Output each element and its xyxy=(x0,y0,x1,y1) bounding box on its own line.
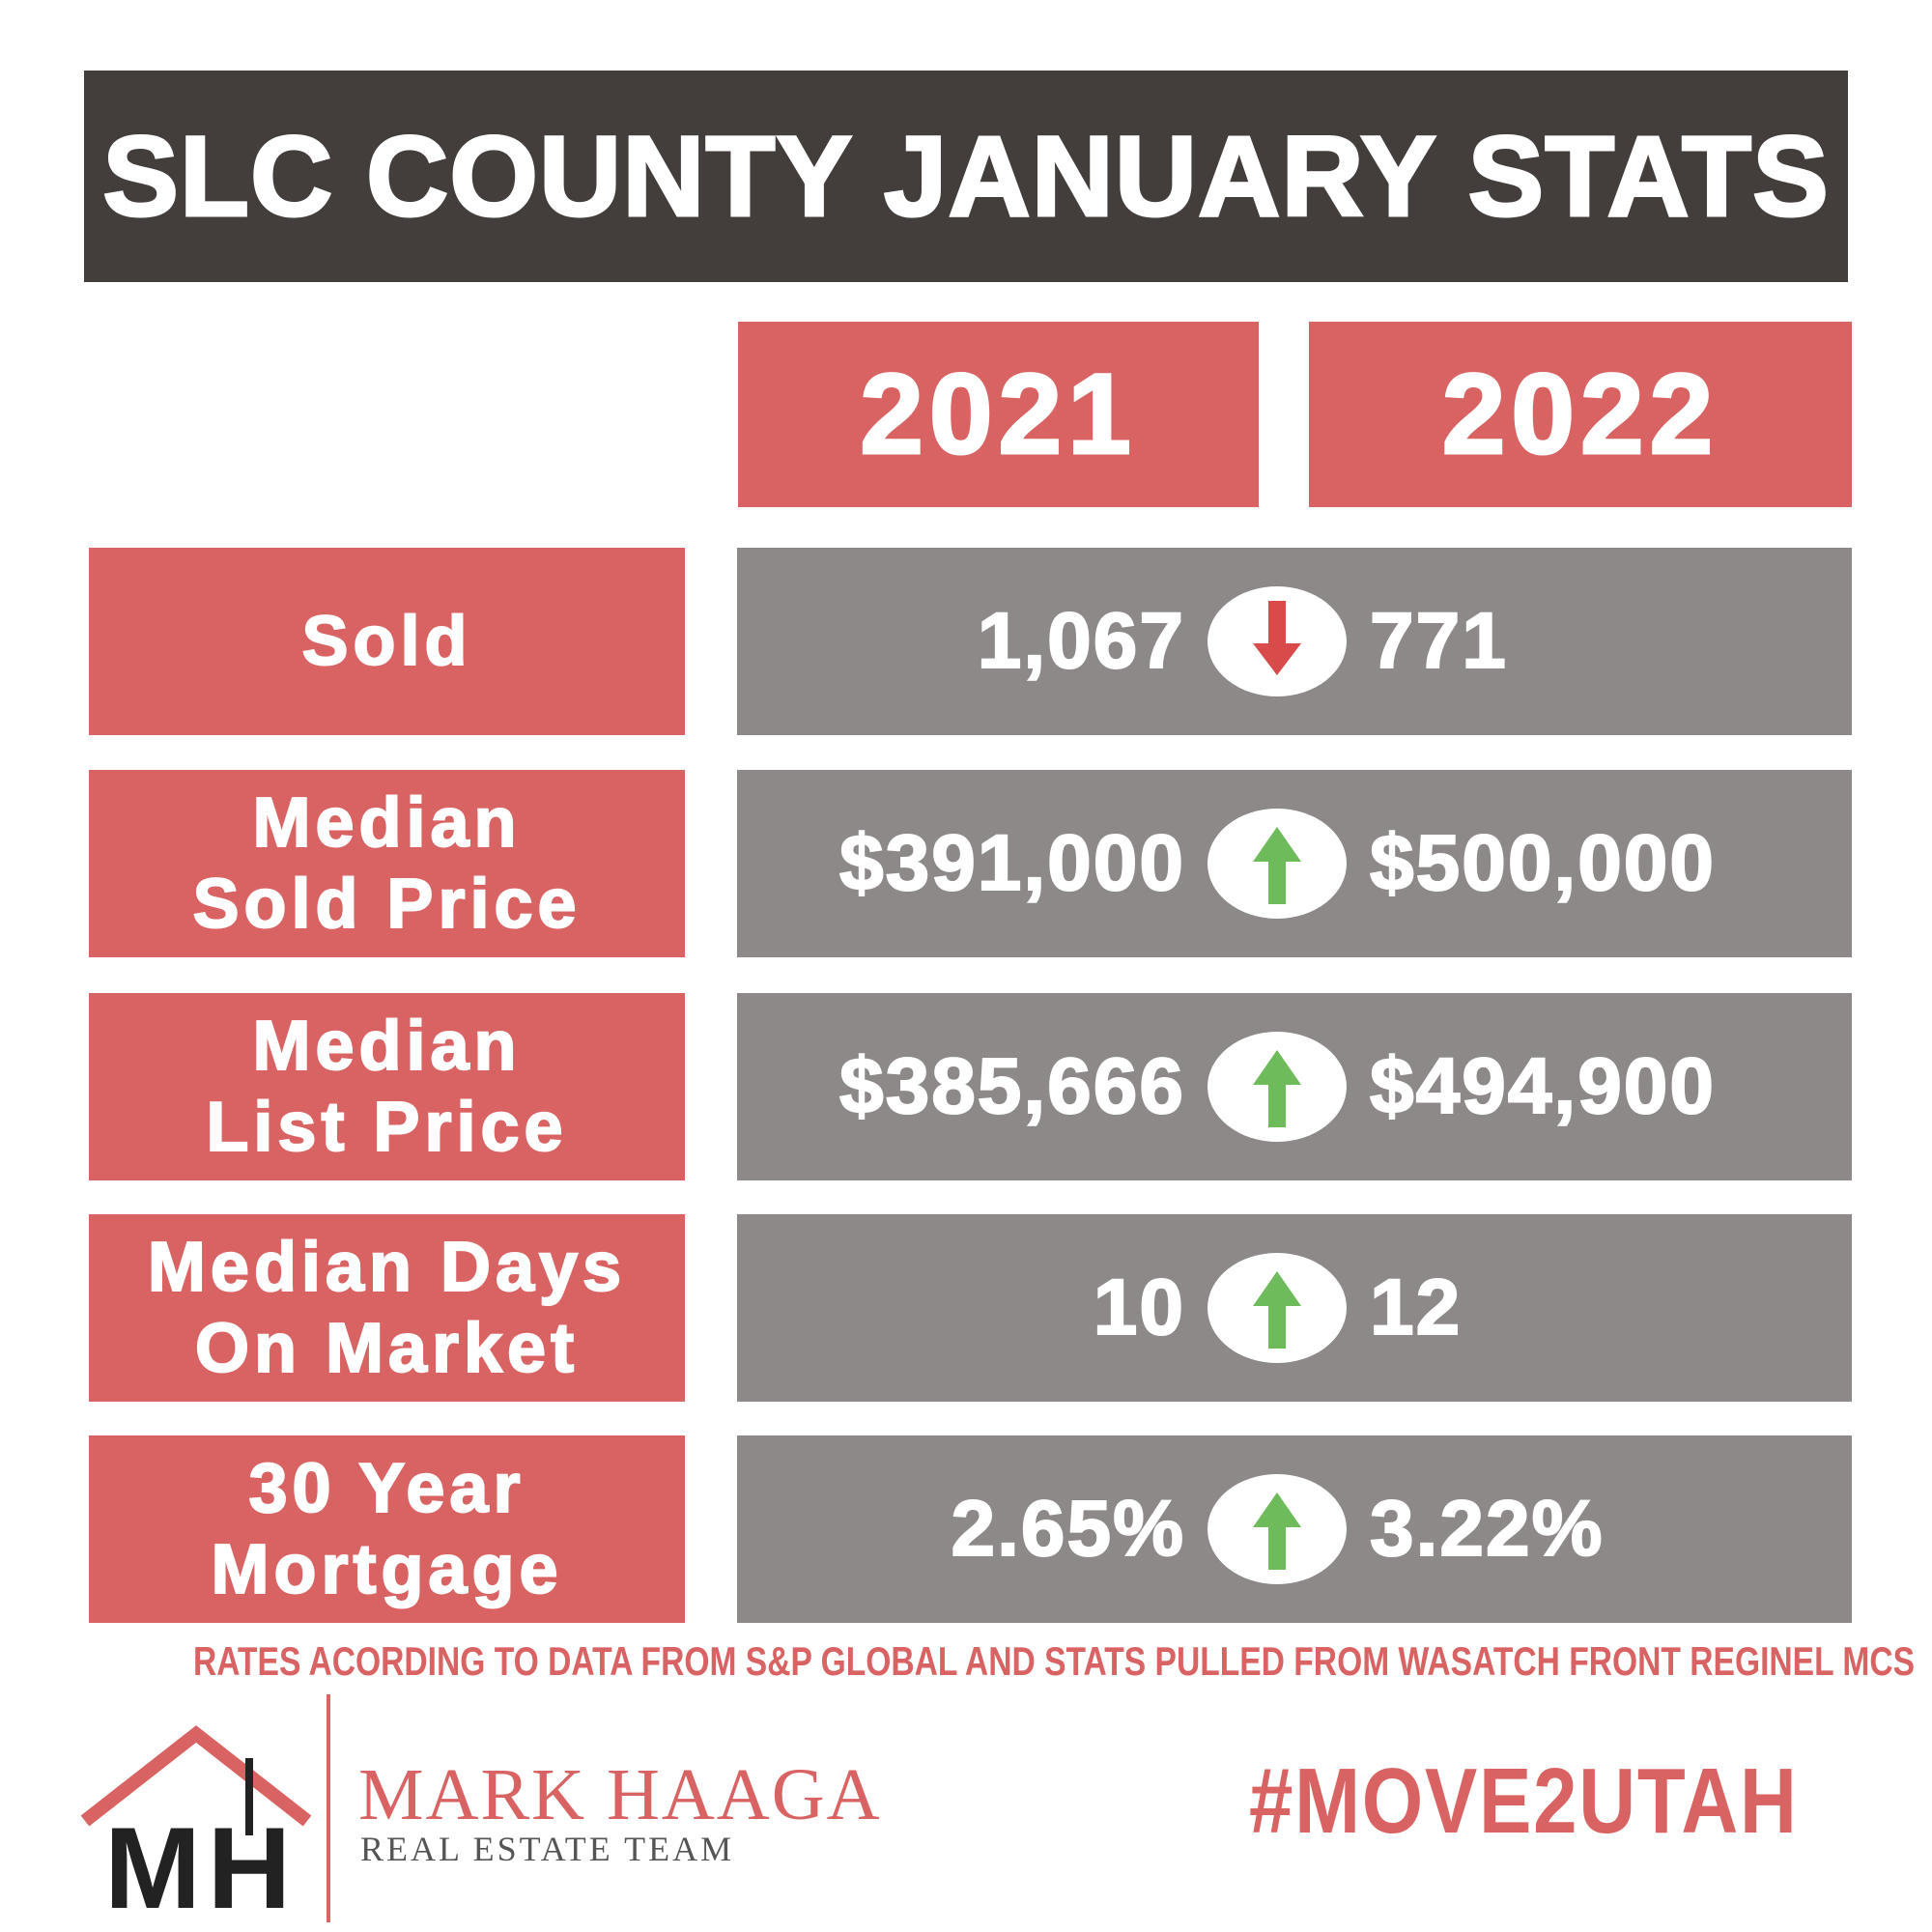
value-2022: 771 xyxy=(1369,596,1508,686)
title: SLC COUNTY JANUARY STATS xyxy=(84,71,1848,282)
value-2022: 3.22% xyxy=(1369,1484,1605,1574)
arrow-up xyxy=(1253,1050,1301,1127)
label-line: Median xyxy=(251,783,522,863)
row-label: Median Days On Market xyxy=(89,1214,685,1402)
trend-icon xyxy=(1208,809,1347,919)
row-label: Median List Price xyxy=(89,993,685,1180)
label-line: List Price xyxy=(205,1088,568,1167)
value-2021: 10 xyxy=(1093,1263,1185,1352)
hashtag: #MOVE2UTAH xyxy=(1249,1749,1799,1853)
label-line: Sold Price xyxy=(191,865,582,944)
row-label: 30 Year Mortgage xyxy=(89,1435,685,1623)
row-values: $391,000 $500,000 xyxy=(737,770,1852,957)
value-2021: 1,067 xyxy=(977,596,1185,686)
year-header: 2022 xyxy=(1309,322,1852,507)
arrow-up xyxy=(1253,827,1301,904)
trend-icon xyxy=(1208,1032,1347,1142)
house-line xyxy=(245,1758,253,1835)
logo-name: MARK HAAGA xyxy=(358,1754,882,1835)
roof xyxy=(80,1725,312,1827)
value-2022: 12 xyxy=(1369,1263,1463,1352)
logo-letter: H xyxy=(208,1804,292,1927)
trend-icon xyxy=(1208,1474,1347,1584)
year-header: 2021 xyxy=(738,322,1259,507)
arrow-down xyxy=(1253,601,1301,675)
trend-icon xyxy=(1208,1253,1347,1363)
value-2022: $494,900 xyxy=(1369,1041,1717,1131)
divider xyxy=(327,1694,330,1922)
row-values: 2.65% 3.22% xyxy=(737,1435,1852,1623)
label-line: Median xyxy=(251,1007,522,1086)
logo-icon: M H xyxy=(80,1725,312,1927)
row-values: $385,666 $494,900 xyxy=(737,993,1852,1180)
row-values: 10 12 xyxy=(737,1214,1852,1402)
value-2022: $500,000 xyxy=(1369,818,1717,908)
row-label: Median Sold Price xyxy=(89,770,685,957)
footnote: RATES ACORDING TO DATA FROM S&P GLOBAL A… xyxy=(193,1638,1916,1684)
value-2021: 2.65% xyxy=(950,1484,1185,1574)
logo-tagline: REAL ESTATE TEAM xyxy=(360,1830,735,1868)
value-2021: $385,666 xyxy=(838,1041,1185,1131)
arrow-up xyxy=(1253,1271,1301,1349)
label-line: 30 Year xyxy=(248,1449,526,1528)
arrow-up xyxy=(1253,1492,1301,1570)
value-2021: $391,000 xyxy=(838,818,1185,908)
label-line: On Market xyxy=(194,1309,580,1388)
row-label: Sold xyxy=(89,548,685,735)
label-line: Median Days xyxy=(147,1228,627,1307)
trend-icon xyxy=(1208,586,1347,696)
row-values: 1,067 771 xyxy=(737,548,1852,735)
label-line: Mortgage xyxy=(211,1530,563,1609)
logo-letter: M xyxy=(104,1804,201,1927)
label-line: Sold xyxy=(301,602,472,681)
